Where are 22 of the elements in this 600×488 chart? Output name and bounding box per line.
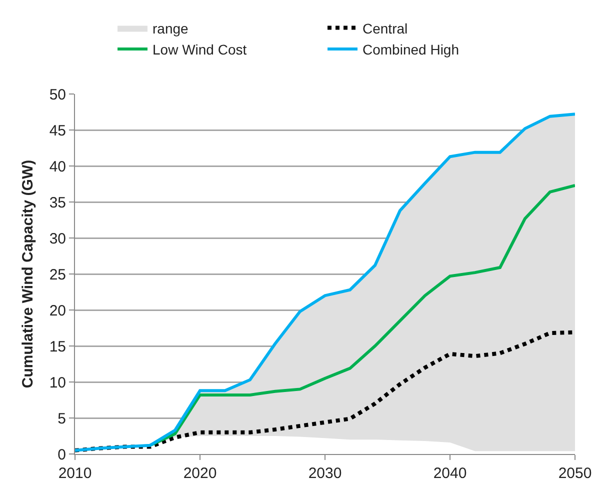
legend-label: Low Wind Cost — [152, 41, 247, 58]
y-tick-label: 25 — [49, 266, 66, 284]
legend-label: Central — [362, 20, 408, 36]
legend-label: Combined High — [362, 41, 459, 58]
y-tick-label: 40 — [49, 158, 66, 176]
y-tick-label: 45 — [49, 122, 66, 140]
x-tick-label: 2020 — [183, 465, 217, 482]
x-tick-label: 2050 — [558, 465, 592, 482]
y-tick-label: 15 — [49, 338, 66, 356]
x-tick-label: 2040 — [433, 465, 467, 482]
text: range — [152, 20, 189, 36]
x-tick-label: 2030 — [308, 465, 342, 482]
y-tick-label: 30 — [49, 230, 66, 248]
y-tick-label: 5 — [58, 410, 66, 428]
y-tick-label: 0 — [58, 446, 66, 464]
x-tick-label: 2010 — [58, 465, 92, 482]
y-axis-title: Cumulative Wind Capacity (GW) — [20, 160, 37, 388]
line-series — [75, 330, 575, 452]
y-tick-label: 50 — [49, 86, 66, 104]
y-tick-label: 20 — [49, 302, 66, 320]
y-tick-label: 10 — [49, 374, 66, 392]
y-tick-label: 35 — [49, 194, 66, 212]
